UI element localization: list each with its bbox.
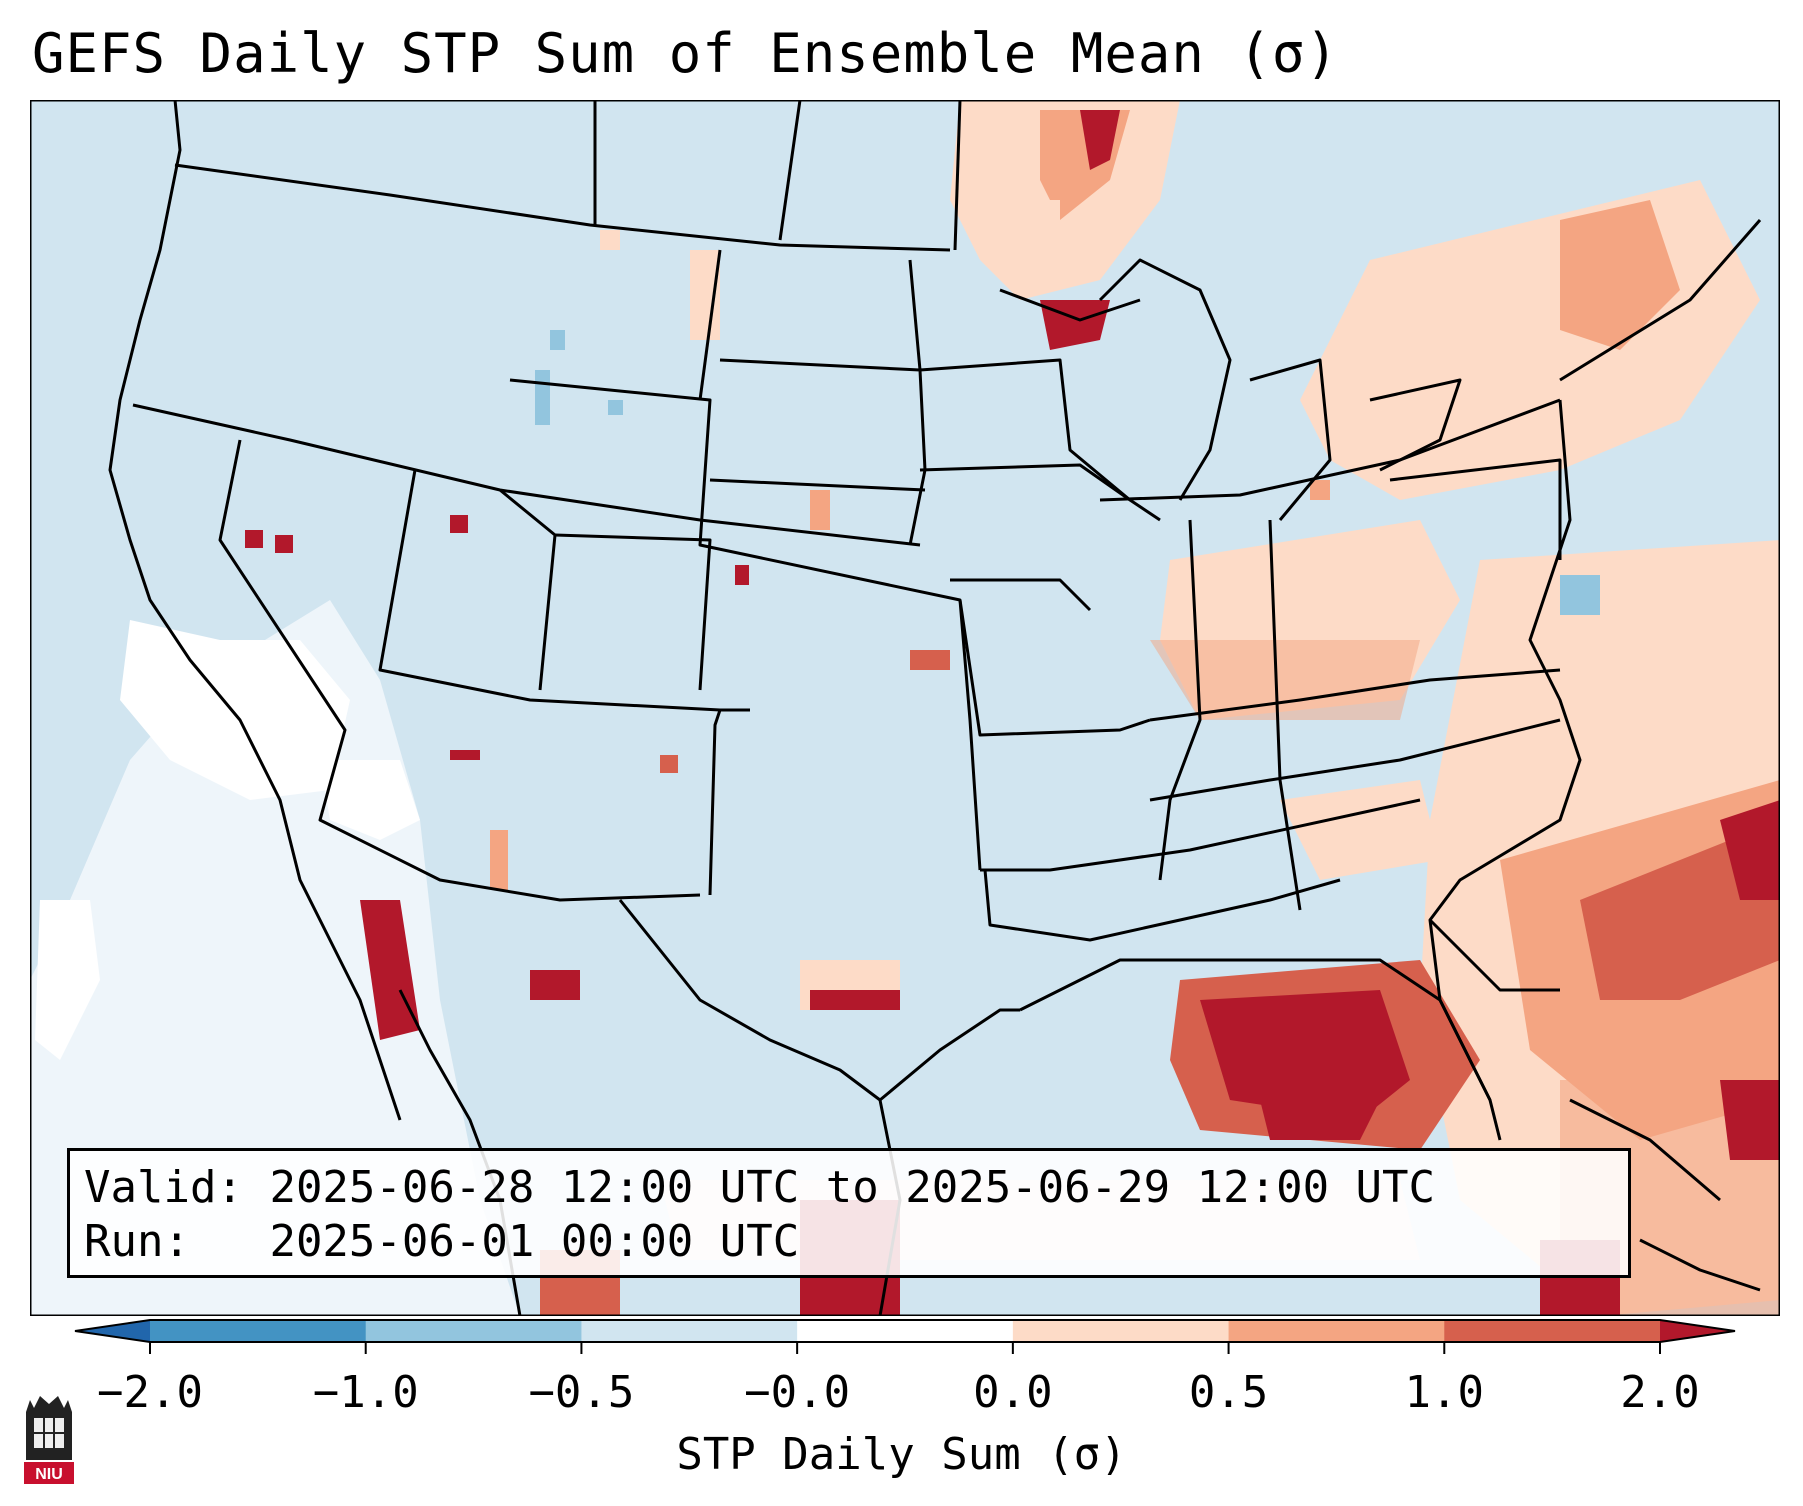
valid-run-info-box: Valid: 2025-06-28 12:00 UTC to 2025-06-2… [67, 1148, 1631, 1278]
run-time: 2025-06-01 00:00 UTC [269, 1216, 800, 1267]
colorbar-tick-label: 0.0 [973, 1367, 1053, 1418]
colorbar-tick-label: −0.0 [744, 1367, 851, 1418]
colorbar-tick-label: −0.5 [528, 1367, 635, 1418]
colorbar-tick-label: 0.5 [1188, 1367, 1269, 1418]
map-area [30, 100, 1780, 1316]
colorbar-bin [797, 1320, 1014, 1342]
colorbar-bin [581, 1320, 798, 1342]
niu-logo: NIU [24, 1396, 74, 1484]
colorbar [74, 1319, 1736, 1354]
logo-text: NIU [35, 1466, 63, 1483]
run-label: Run: [84, 1216, 190, 1267]
colorbar-tick-label: −1.0 [312, 1367, 419, 1418]
colorbar-label: STP Daily Sum (σ) [676, 1429, 1127, 1480]
colorbar-bin [1012, 1320, 1230, 1342]
colorbar-tick-label: 2.0 [1620, 1367, 1700, 1418]
valid-time-range: 2025-06-28 12:00 UTC to 2025-06-29 12:00… [269, 1162, 1436, 1213]
colorbar-tick-label: −2.0 [97, 1367, 203, 1418]
colorbar-extend-low [75, 1320, 150, 1342]
colorbar-bin [1444, 1320, 1661, 1342]
colorbar-extend-high [1660, 1320, 1735, 1342]
valid-label: Valid: [84, 1162, 243, 1213]
colorbar-bin [365, 1320, 582, 1342]
colorbar-bin [1228, 1320, 1445, 1342]
chart-title: GEFS Daily STP Sum of Ensemble Mean (σ) [32, 22, 1339, 85]
positive-anomalies [245, 100, 1780, 1316]
colorbar-tick-label: 1.0 [1404, 1367, 1485, 1418]
colorbar-bin [150, 1320, 367, 1342]
state-boundaries [108, 100, 1762, 1316]
